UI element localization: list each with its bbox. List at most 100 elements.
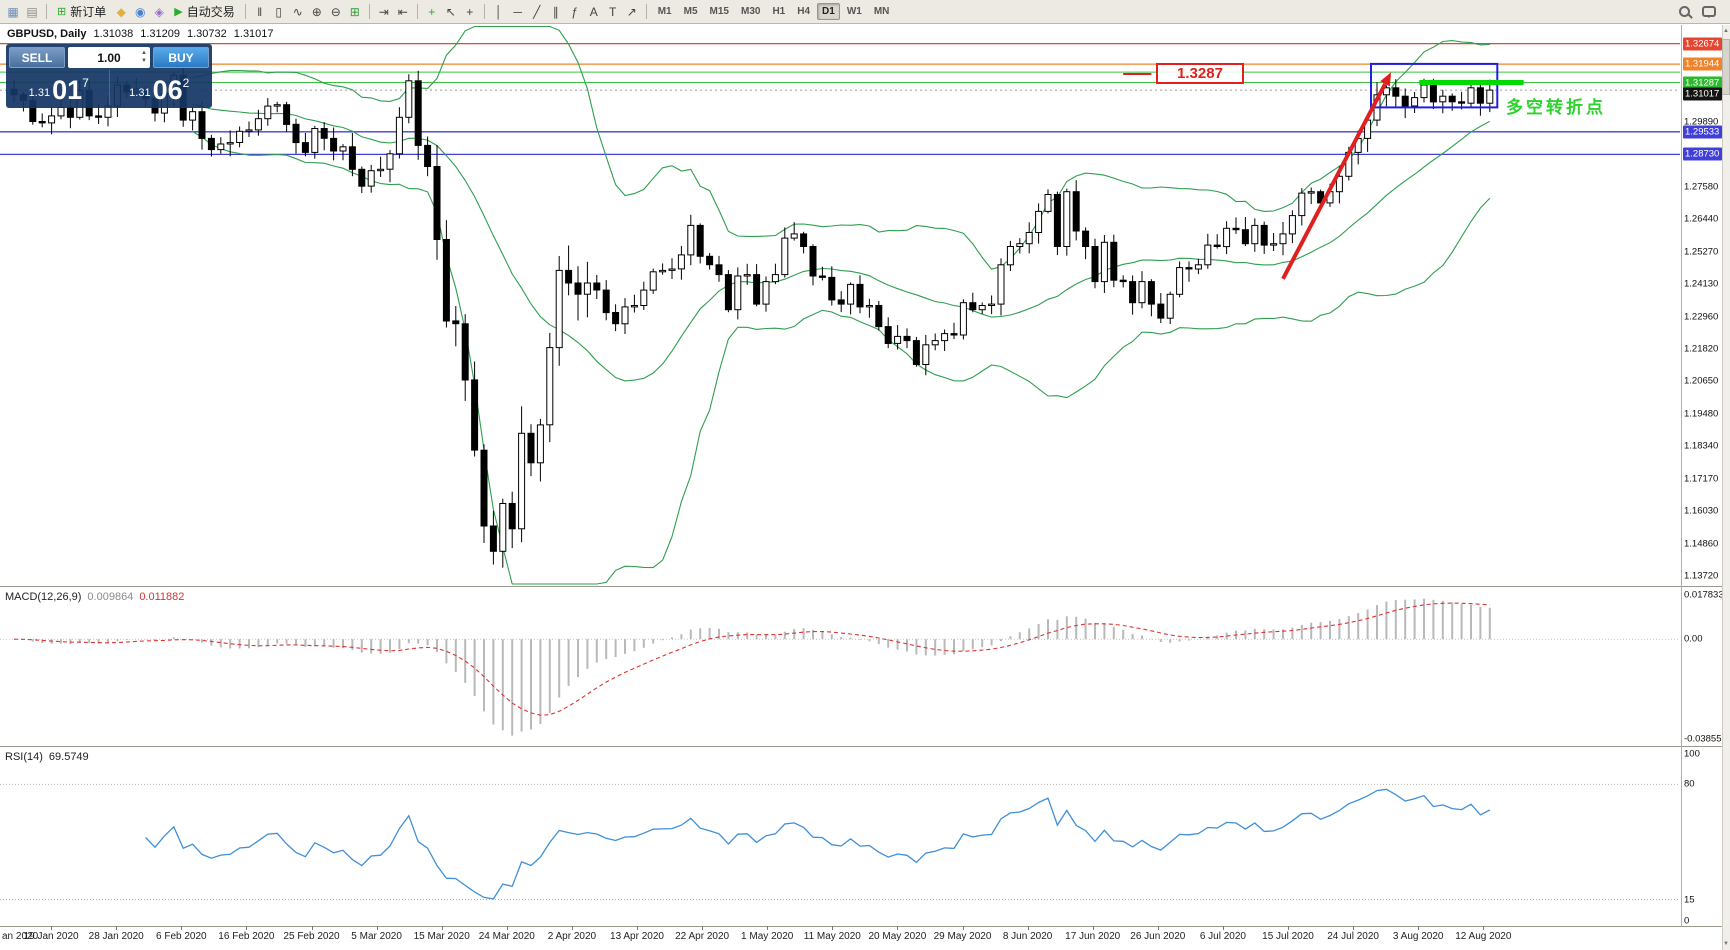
volume-input[interactable]: 1.00 ▲ ▼ xyxy=(68,47,150,68)
search-icon[interactable] xyxy=(1679,6,1690,17)
line-chart-icon[interactable]: ∿ xyxy=(292,4,303,19)
date-label: 13 Apr 2020 xyxy=(610,931,664,942)
rsi-scale-label: 100 xyxy=(1684,748,1700,760)
scrollbar-thumb[interactable] xyxy=(1722,39,1730,95)
date-label: 24 Jul 2020 xyxy=(1327,931,1379,942)
indicators-icon[interactable]: + xyxy=(428,4,436,19)
date-tick xyxy=(311,926,313,930)
profiles-icon[interactable]: ▤ xyxy=(26,4,38,19)
date-label: 29 May 2020 xyxy=(933,931,992,942)
trend-arrow-object[interactable] xyxy=(1281,72,1392,280)
vertical-scrollbar[interactable] xyxy=(1722,25,1730,950)
crosshair-icon[interactable]: + xyxy=(466,4,474,19)
timeframe-button-h4[interactable]: H4 xyxy=(797,6,811,17)
timeframe-button-d1[interactable]: D1 xyxy=(817,3,840,20)
text-icon[interactable]: A xyxy=(589,4,598,19)
scrollbar-up-arrow[interactable]: ▲ xyxy=(1723,28,1729,34)
auto-scroll-icon[interactable]: ⇥ xyxy=(378,4,389,19)
scrollbar-down-arrow[interactable]: ▼ xyxy=(1723,941,1729,947)
zoom-in-icon[interactable]: ⊕ xyxy=(311,4,322,19)
vertical-line-icon[interactable]: │ xyxy=(494,4,503,19)
quote-low: 1.30732 xyxy=(187,28,227,40)
arrows-icon[interactable]: ↗ xyxy=(626,4,637,19)
macd-panel-separator[interactable] xyxy=(0,586,1730,588)
sell-price-quote: 1.31 01 7 xyxy=(9,70,109,105)
price-scale-marker: 1.31017 xyxy=(1683,87,1722,100)
price-scale-label: 1.13720 xyxy=(1684,570,1719,582)
candlestick-chart-icon[interactable]: ▯ xyxy=(275,4,283,19)
timeframe-button-m1[interactable]: M1 xyxy=(657,6,672,17)
chat-icon[interactable] xyxy=(1702,6,1716,18)
new-order-button[interactable]: ⊞ 新订单 xyxy=(52,2,111,22)
rsi-name: RSI(14) xyxy=(5,751,43,763)
date-label: 8 Jun 2020 xyxy=(1002,931,1053,942)
price-annotation-box[interactable]: 1.3287 xyxy=(1156,63,1244,84)
quote-divider xyxy=(108,70,110,105)
price-scale-label: 1.27580 xyxy=(1684,181,1719,193)
date-label: 15 Jul 2020 xyxy=(1262,931,1314,942)
cursor-icon[interactable]: ↖ xyxy=(445,4,456,19)
date-label: 28 Jan 2020 xyxy=(88,931,144,942)
candlestick-series xyxy=(10,66,1494,568)
sell-button[interactable]: SELL xyxy=(9,47,65,68)
date-tick xyxy=(1157,926,1159,930)
navigator-icon[interactable]: ◈ xyxy=(154,4,164,19)
toolbar-separator xyxy=(416,4,418,19)
date-tick xyxy=(702,926,704,930)
macd-name: MACD(12,26,9) xyxy=(5,591,82,603)
buy-price-pip: 2 xyxy=(182,76,190,90)
timeframe-button-h1[interactable]: H1 xyxy=(772,6,786,17)
turning-point-label[interactable]: 多空转折点 xyxy=(1506,98,1606,117)
date-tick xyxy=(637,926,638,930)
buy-button[interactable]: BUY xyxy=(153,47,209,68)
toolbar-items: ▦ ▤ ⊞ 新订单 ◆ ◉ ◈ ▶ 自动交易 ‖ ▯ ∿ ⊕ ⊖ ⊞ ⇥ ⇤ + ↖ + │ ─ ╱ ∥ ƒ A T ↗ xyxy=(4,2,651,22)
date-label: 16 Feb 2020 xyxy=(218,931,275,942)
date-tick xyxy=(767,926,769,930)
timeframe-button-m5[interactable]: M5 xyxy=(683,6,698,17)
ohlc-bars-icon[interactable]: ‖ xyxy=(257,4,263,19)
date-label: 12 Aug 2020 xyxy=(1455,931,1512,942)
date-tick xyxy=(116,926,118,930)
quote-high: 1.31209 xyxy=(140,28,180,40)
label-icon[interactable]: T xyxy=(609,4,617,19)
date-tick xyxy=(1353,926,1355,930)
date-tick xyxy=(571,926,573,930)
macd-histogram xyxy=(22,598,1491,736)
buy-price-big: 06 xyxy=(152,75,183,105)
price-scale-marker: 1.31287 xyxy=(1683,76,1722,89)
timeframe-button-m30[interactable]: M30 xyxy=(740,6,761,17)
rsi-indicator-label: RSI(14) 69.5749 xyxy=(5,751,89,763)
timeframe-button-mn[interactable]: MN xyxy=(873,6,890,17)
trendline-icon[interactable]: ╱ xyxy=(533,4,541,19)
volume-spinner[interactable]: ▲ ▼ xyxy=(141,50,147,64)
date-tick xyxy=(246,926,248,930)
price-scale-label: 1.26440 xyxy=(1684,213,1719,225)
timeframe-button-w1[interactable]: W1 xyxy=(846,6,862,17)
fibonacci-icon[interactable]: ƒ xyxy=(571,4,579,19)
tile-windows-icon[interactable]: ⊞ xyxy=(349,4,360,19)
sell-price-big: 01 xyxy=(52,75,83,105)
symbol-info: GBPUSD, Daily 1.31038 1.31209 1.30732 1.… xyxy=(7,28,274,40)
metaeditor-icon[interactable]: ◆ xyxy=(116,4,126,19)
date-tick xyxy=(832,926,834,930)
autotrading-button[interactable]: ▶ 自动交易 xyxy=(169,2,239,22)
date-label: 20 May 2020 xyxy=(868,931,927,942)
zoom-out-icon[interactable]: ⊖ xyxy=(330,4,341,19)
chart-shift-icon[interactable]: ⇤ xyxy=(397,4,408,19)
date-tick xyxy=(181,926,183,930)
timeframe-button-m15[interactable]: M15 xyxy=(709,6,729,17)
date-label: 5 Mar 2020 xyxy=(351,931,402,942)
channel-icon[interactable]: ∥ xyxy=(552,4,559,19)
price-scale-marker: 1.28730 xyxy=(1683,147,1722,161)
date-tick xyxy=(376,926,378,930)
consolidation-rectangle-object[interactable] xyxy=(1370,62,1499,109)
new-chart-icon[interactable]: ▦ xyxy=(7,4,19,19)
rsi-panel-separator[interactable] xyxy=(0,746,1730,748)
date-tick xyxy=(962,926,964,930)
rsi-value: 69.5749 xyxy=(48,751,89,763)
market-watch-icon[interactable]: ◉ xyxy=(134,4,146,19)
price-scale-label: 1.20650 xyxy=(1684,375,1719,387)
horizontal-line-icon[interactable]: ─ xyxy=(513,4,522,19)
